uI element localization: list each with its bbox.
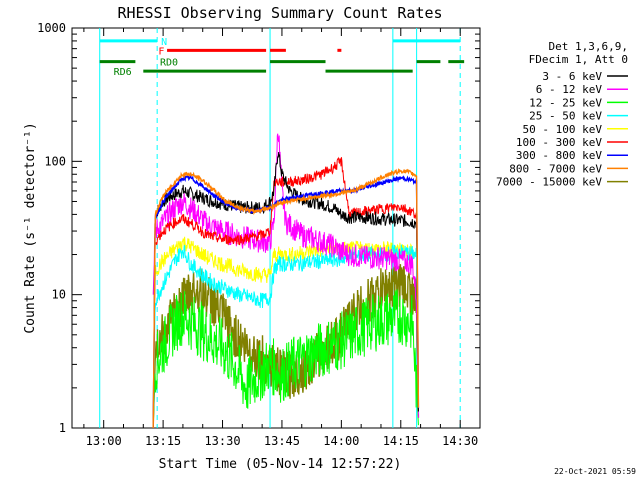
x-tick-label: 14:30 (442, 434, 478, 448)
series-line-3-6-kev (152, 151, 419, 429)
legend-label: 3 - 6 keV (542, 70, 602, 83)
x-tick-label: 14:00 (323, 434, 359, 448)
series-line-800-7000-kev (152, 167, 420, 429)
x-tick-label: 13:45 (264, 434, 300, 448)
state-label-f: F (158, 46, 164, 57)
series-line-50-100-kev (152, 236, 419, 429)
legend-label: 50 - 100 keV (523, 123, 603, 136)
state-label-rd6: RD6 (114, 67, 132, 78)
legend-label: 800 - 7000 keV (509, 162, 602, 175)
x-axis-label: Start Time (05-Nov-14 12:57:22) (159, 457, 402, 472)
series-line-300-800-kev (152, 175, 420, 429)
x-tick-label: 13:30 (204, 434, 240, 448)
legend-header-line-1: Det 1,3,6,9, (549, 40, 628, 53)
legend-label: 100 - 300 keV (516, 136, 602, 149)
legend-label: 7000 - 15000 keV (496, 176, 602, 189)
legend: Det 1,3,6,9, FDecim 1, Att 0 3 - 6 keV6 … (496, 40, 628, 189)
series-line-7000-15000-kev (152, 264, 420, 429)
series-line-6-12-kev (152, 133, 419, 418)
legend-label: 300 - 800 keV (516, 149, 602, 162)
legend-label: 25 - 50 keV (529, 110, 602, 123)
x-tick-label: 13:00 (86, 434, 122, 448)
y-tick-label: 10 (52, 288, 66, 302)
y-axis-label: Count Rate (s⁻¹ detector⁻¹) (23, 122, 38, 333)
chart-title: RHESSI Observing Summary Count Rates (117, 4, 442, 22)
legend-label: 12 - 25 keV (529, 96, 602, 109)
y-tick-label: 1 (59, 421, 66, 435)
x-axis-ticks: 13:00 13:15 13:30 13:45 14:00 14:15 14:30 (83, 28, 481, 448)
y-tick-label: 1000 (37, 21, 66, 35)
plot-border (71, 27, 481, 429)
y-tick-label: 100 (44, 154, 66, 168)
footer-timestamp: 22-Oct-2021 05:59 (554, 467, 636, 476)
state-label-n: N (161, 37, 167, 48)
state-label-rd0: RD0 (160, 58, 178, 69)
x-tick-label: 14:15 (383, 434, 419, 448)
series-layer (152, 133, 420, 429)
x-tick-label: 13:15 (145, 434, 181, 448)
series-line-12-25-kev (152, 289, 419, 429)
y-axis-ticks: 1 10 100 1000 (37, 21, 480, 435)
plot-frame (71, 27, 481, 429)
legend-header-line-2: FDecim 1, Att 0 (529, 53, 628, 66)
legend-label: 6 - 12 keV (536, 83, 603, 96)
